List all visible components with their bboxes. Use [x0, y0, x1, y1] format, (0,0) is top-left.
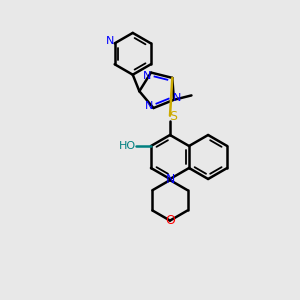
Text: N: N [165, 172, 175, 186]
Text: N: N [145, 101, 154, 111]
Text: N: N [173, 93, 181, 103]
Text: HO: HO [119, 141, 136, 151]
Text: N: N [106, 36, 114, 46]
Text: O: O [165, 214, 175, 227]
Text: S: S [169, 110, 177, 123]
Text: N: N [143, 70, 151, 81]
